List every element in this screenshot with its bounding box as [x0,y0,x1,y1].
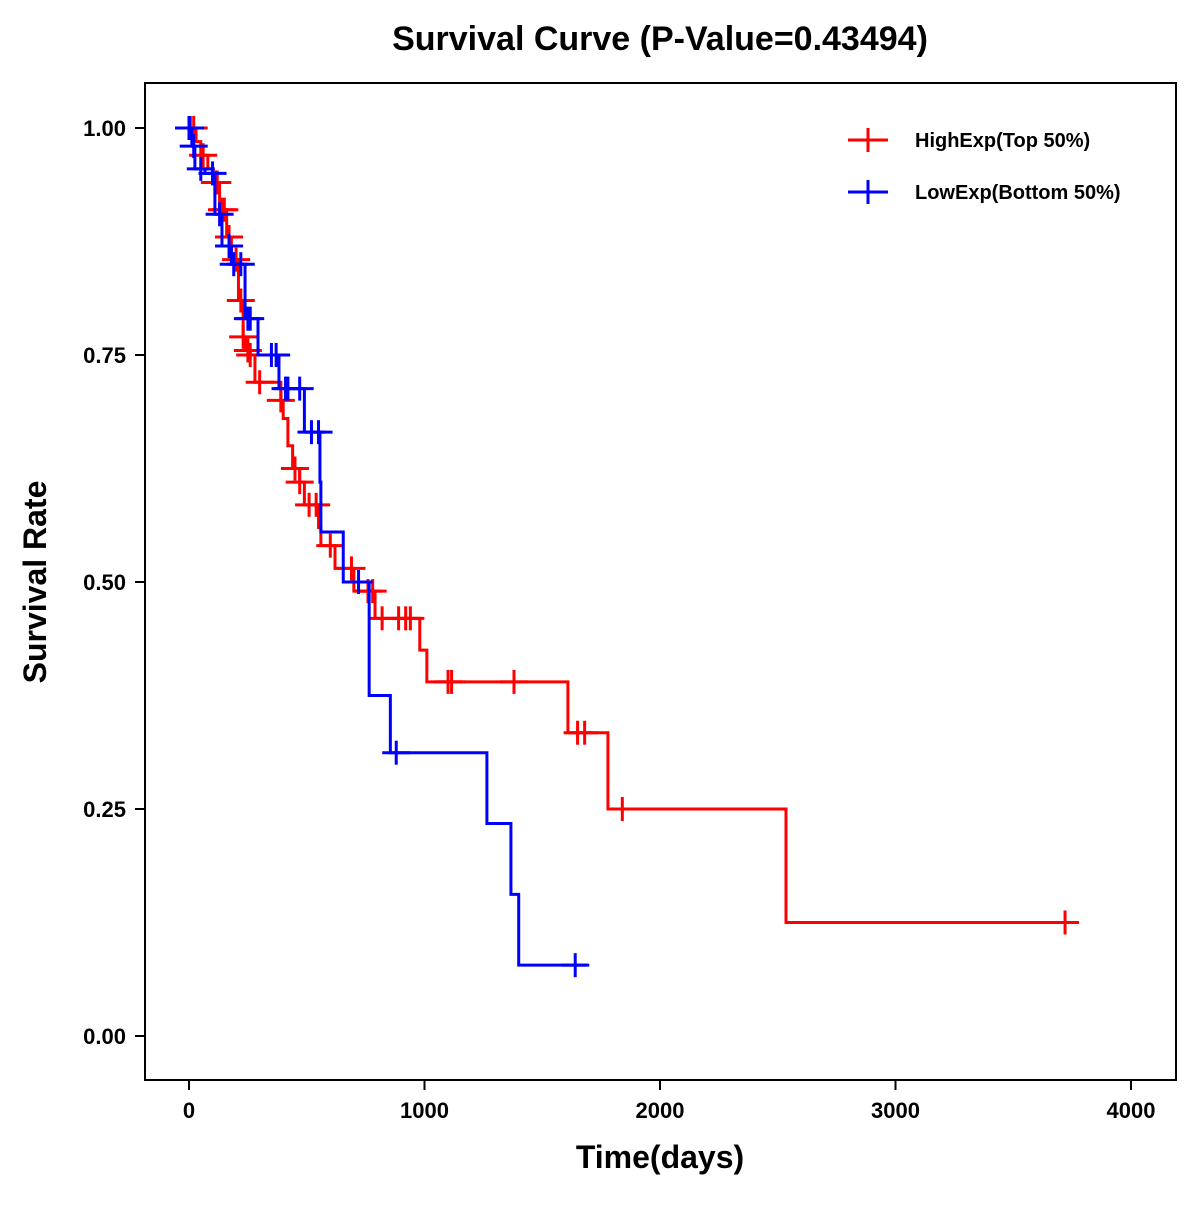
censor-mark-low [304,420,333,445]
censor-mark-low [186,156,215,181]
legend-label-low: LowExp(Bottom 50%) [915,182,1121,204]
x-axis: 0 1000 2000 3000 4000 [183,1080,1156,1123]
censor-mark-high [570,720,599,745]
y-tick-label: 0.50 [83,570,126,595]
censor-mark-low [176,116,205,140]
x-tick-label: 1000 [400,1098,449,1123]
censor-mark-low [236,306,265,331]
censor-mark-low [285,376,314,401]
legend-label-high: HighExp(Top 50%) [915,130,1090,152]
censor-mark-high [245,370,274,395]
chart-title: Survival Curve (P-Value=0.43494) [392,20,928,58]
censor-mark-low [382,740,411,765]
censor-mark-high [437,669,466,694]
legend-item-high: HighExp(Top 50%) [848,128,1090,152]
censor-mark-high [226,288,255,313]
censor-mark-high [222,247,251,272]
survival-line-low [189,126,587,967]
censor-mark-high [229,324,258,349]
censor-mark-high [302,492,331,517]
censor-mark-low [226,252,255,277]
censor-mark-high [608,797,637,821]
y-axis: 0.00 0.25 0.50 0.75 1.00 [83,116,145,1049]
censor-mark-high [358,579,387,604]
censor-mark-low [205,202,234,227]
censor-mark-high [280,456,309,481]
censor-mark-low [179,134,208,159]
y-tick-label: 0.00 [83,1024,126,1049]
censor-mark-high [499,669,528,694]
censor-mark-low [262,343,291,367]
x-tick-label: 0 [183,1098,195,1123]
censor-mark-high [316,533,345,558]
censor-mark-high [1051,910,1080,935]
censor-mark-high [337,556,366,581]
y-tick-label: 1.00 [83,116,126,141]
censor-mark-high [396,606,425,631]
censor-mark-low [215,234,244,259]
censor-mark-low [561,953,590,978]
y-tick-label: 0.75 [83,343,126,368]
x-tick-label: 4000 [1107,1098,1156,1123]
y-tick-label: 0.25 [83,797,126,822]
x-tick-label: 3000 [871,1098,920,1123]
x-tick-label: 2000 [636,1098,685,1123]
censor-mark-high [285,470,314,495]
plot-frame [144,82,1177,1081]
censor-mark-low [344,570,373,594]
censor-mark-high [266,388,295,413]
y-axis-label: Survival Rate [17,481,53,684]
legend-item-low: LowExp(Bottom 50%) [848,180,1121,204]
censor-mark-low [198,161,227,186]
series-layer [175,116,1080,978]
survival-line-high [189,126,1075,924]
x-axis-label: Time(days) [576,1139,744,1175]
legend: HighExp(Top 50%) LowExp(Bottom 50%) [848,128,1121,204]
